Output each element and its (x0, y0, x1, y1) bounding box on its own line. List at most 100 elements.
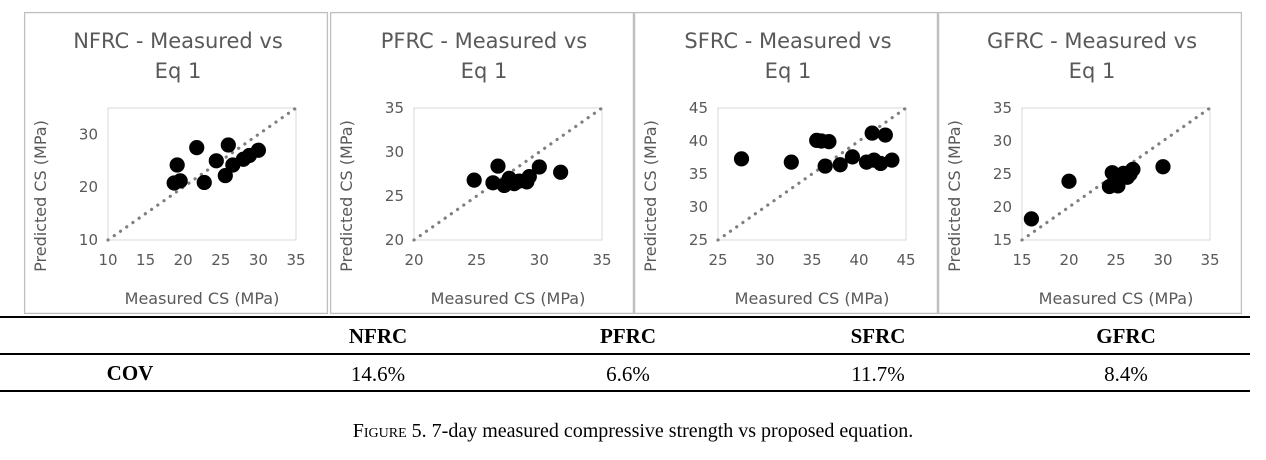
y-axis-label: Predicted CS (MPa) (945, 120, 964, 272)
row-label-cov: COV (106, 361, 154, 385)
x-axis-label: Measured CS (MPa) (125, 289, 280, 308)
x-tick-label: 20 (404, 251, 423, 269)
y-axis-label: Predicted CS (MPa) (31, 120, 50, 272)
data-point (783, 154, 799, 170)
x-axis-label: Measured CS (MPa) (735, 289, 890, 308)
data-point (208, 153, 224, 169)
y-tick-label: 20 (79, 178, 98, 196)
figure-caption: Figure 5. 7-day measured compressive str… (0, 420, 1266, 443)
chart-title-line-0: GFRC - Measured vs (987, 29, 1197, 53)
cov-value-nfrc: 14.6% (350, 362, 406, 386)
data-point (1155, 159, 1171, 175)
scatter-chart-2: SFRC - Measured vs Eq 1 25 30 35 40 45 25 30 35 40… (633, 11, 939, 315)
x-tick-label: 30 (1153, 251, 1172, 269)
data-point (877, 127, 893, 143)
chart-title-line-1: Eq 1 (155, 59, 202, 83)
y-tick-label: 30 (79, 125, 98, 143)
data-point (196, 174, 212, 191)
y-tick-label: 35 (689, 165, 708, 183)
data-point (217, 167, 233, 184)
x-tick-label: 15 (1012, 251, 1031, 269)
x-tick-label: 20 (174, 251, 193, 269)
data-point (531, 159, 547, 175)
data-point (521, 169, 537, 185)
cov-value-gfrc: 8.4% (1104, 362, 1148, 386)
data-point (864, 125, 880, 141)
y-tick-label: 20 (385, 231, 404, 249)
chart-title-line-0: NFRC - Measured vs (73, 29, 283, 53)
x-axis-label: Measured CS (MPa) (1039, 289, 1194, 308)
x-tick-label: 30 (249, 251, 268, 269)
data-point (1125, 161, 1141, 177)
data-point (490, 158, 506, 174)
x-tick-label: 45 (896, 251, 915, 269)
data-point (1023, 211, 1039, 227)
y-tick-label: 30 (385, 143, 404, 161)
y-tick-label: 25 (689, 231, 708, 249)
x-tick-label: 35 (592, 251, 611, 269)
caption-figure-word: Figure (352, 420, 407, 442)
caption-text: 5. 7-day measured compressive strength v… (406, 420, 914, 442)
data-point (832, 157, 848, 173)
data-point (884, 152, 900, 168)
x-tick-label: 25 (211, 251, 230, 269)
scatter-chart-0: NFRC - Measured vs Eq 1 10 15 20 25 30 35 10 20 30… (23, 11, 329, 315)
y-tick-label: 45 (689, 99, 708, 117)
x-tick-label: 40 (849, 251, 868, 269)
table-mid-rule (0, 353, 1250, 355)
scatter-chart-3: GFRC - Measured vs Eq 1 15 20 25 30 35 15 20 25 30… (937, 11, 1243, 315)
data-point (817, 158, 833, 174)
data-point (466, 172, 482, 188)
chart-title-line-1: Eq 1 (765, 59, 812, 83)
data-point (189, 140, 205, 156)
reference-line (106, 106, 298, 242)
data-point (250, 142, 266, 158)
cov-value-sfrc: 11.7% (851, 362, 905, 386)
y-tick-label: 20 (993, 198, 1012, 216)
header-nfrc: NFRC (348, 324, 408, 348)
y-tick-label: 10 (79, 231, 98, 249)
y-tick-label: 25 (385, 187, 404, 205)
cov-table: NFRC PFRC SFRC GFRC COV 14.6% 6.6% 11.7%… (0, 316, 1250, 392)
x-tick-label: 20 (1059, 251, 1078, 269)
chart-frame (937, 11, 1243, 315)
chart-frame (329, 11, 635, 315)
data-point (1061, 173, 1077, 189)
data-point (553, 164, 569, 180)
data-point (821, 134, 837, 150)
y-tick-label: 30 (689, 198, 708, 216)
y-axis-label: Predicted CS (MPa) (337, 120, 356, 272)
data-point (220, 137, 236, 153)
chart-title-line-1: Eq 1 (461, 59, 508, 83)
x-tick-label: 25 (1106, 251, 1125, 269)
x-tick-label: 25 (708, 251, 727, 269)
y-tick-label: 40 (689, 132, 708, 150)
table-top-rule (0, 316, 1250, 318)
x-tick-label: 35 (1200, 251, 1219, 269)
y-tick-label: 35 (385, 99, 404, 117)
data-point (733, 151, 750, 167)
header-sfrc: SFRC (850, 324, 906, 348)
x-axis-label: Measured CS (MPa) (431, 289, 586, 308)
data-point (844, 149, 861, 165)
table-bottom-rule (0, 390, 1250, 392)
data-point (172, 173, 188, 189)
y-tick-label: 15 (993, 231, 1012, 249)
chart-title-line-0: PFRC - Measured vs (381, 29, 588, 53)
chart-title-line-1: Eq 1 (1069, 59, 1116, 83)
x-tick-label: 30 (530, 251, 549, 269)
charts-row: NFRC - Measured vs Eq 1 10 15 20 25 30 35 10 20 30… (23, 11, 1243, 315)
header-gfrc: GFRC (1096, 324, 1156, 348)
x-tick-label: 15 (136, 251, 155, 269)
y-axis-label: Predicted CS (MPa) (641, 120, 660, 272)
x-tick-label: 25 (467, 251, 486, 269)
y-tick-label: 35 (993, 99, 1012, 117)
cov-value-pfrc: 6.6% (606, 362, 650, 386)
chart-title-line-0: SFRC - Measured vs (684, 29, 891, 53)
chart-frame (633, 11, 939, 315)
x-tick-label: 35 (802, 251, 821, 269)
header-pfrc: PFRC (600, 324, 656, 348)
chart-frame (23, 11, 329, 315)
y-tick-label: 30 (993, 132, 1012, 150)
data-point (169, 157, 185, 173)
